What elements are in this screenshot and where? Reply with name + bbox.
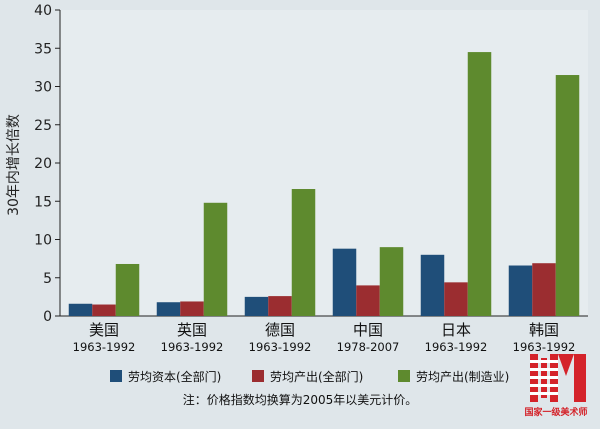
bar xyxy=(467,52,492,316)
bar xyxy=(508,265,533,316)
category-label: 德国 xyxy=(265,321,295,339)
legend-swatch xyxy=(252,370,264,382)
y-tick-label: 30 xyxy=(34,80,52,96)
y-tick-label: 35 xyxy=(34,41,52,57)
category-label: 英国 xyxy=(177,321,207,339)
bar xyxy=(379,247,404,316)
category-period: 1963-1992 xyxy=(73,340,136,354)
category-label: 日本 xyxy=(441,321,471,339)
bar xyxy=(244,296,269,316)
category-label: 美国 xyxy=(89,321,119,339)
y-tick-label: 15 xyxy=(34,194,52,210)
bar xyxy=(92,304,116,316)
bar xyxy=(555,75,580,317)
bars xyxy=(68,52,580,317)
category-period: 1963-1992 xyxy=(161,340,224,354)
category-label: 韩国 xyxy=(529,321,559,339)
bar xyxy=(115,263,140,316)
watermark-logo: 国家一级美术师 xyxy=(524,354,588,418)
watermark-text: 国家一级美术师 xyxy=(524,406,587,418)
bar xyxy=(268,296,292,316)
y-tick-label: 20 xyxy=(34,156,52,172)
y-tick-label: 10 xyxy=(34,233,52,249)
bar xyxy=(444,282,468,316)
legend-label: 劳均产出(制造业) xyxy=(416,370,509,384)
y-axis-label: 30年内增长倍数 xyxy=(6,114,22,216)
bar xyxy=(332,248,357,316)
y-tick-label: 25 xyxy=(34,118,52,134)
chart-note: 注：价格指数均换算为2005年以美元计价。 xyxy=(183,392,418,407)
legend: 劳均资本(全部门) 劳均产出(全部门) 劳均产出(制造业) xyxy=(110,369,509,384)
legend-swatch xyxy=(398,370,410,382)
x-labels: 美国1963-1992英国1963-1992德国1963-1992中国1978-… xyxy=(73,321,576,354)
legend-label: 劳均产出(全部门) xyxy=(270,369,363,384)
category-period: 1978-2007 xyxy=(337,340,400,354)
bar xyxy=(291,189,316,316)
y-tick-label: 5 xyxy=(43,271,52,287)
bar xyxy=(420,254,445,316)
legend-swatch xyxy=(110,370,122,382)
bar xyxy=(356,285,380,316)
legend-label: 劳均资本(全部门) xyxy=(128,369,221,384)
bar xyxy=(180,301,204,316)
bar xyxy=(203,202,228,316)
category-period: 1963-1992 xyxy=(249,340,312,354)
category-period: 1963-1992 xyxy=(513,340,576,354)
y-ticks: 0 5 10 15 20 25 30 35 40 xyxy=(34,3,60,325)
category-period: 1963-1992 xyxy=(425,340,488,354)
bar xyxy=(156,302,181,316)
plot-area xyxy=(60,10,588,316)
bar xyxy=(68,303,93,316)
y-tick-label: 40 xyxy=(34,3,52,19)
y-tick-label: 0 xyxy=(43,309,52,325)
bar xyxy=(532,263,556,316)
category-label: 中国 xyxy=(353,321,383,339)
